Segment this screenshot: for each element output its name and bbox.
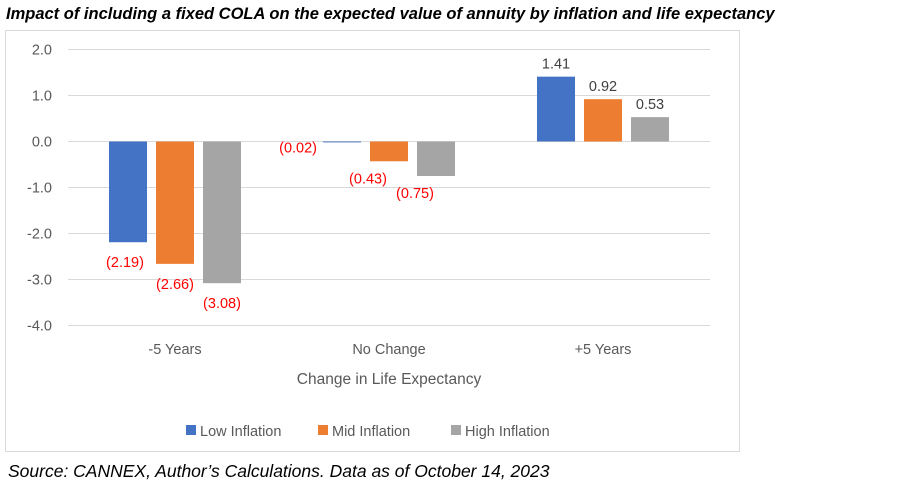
legend-swatch (186, 425, 196, 435)
x-tick-label: No Change (352, 342, 425, 358)
bar (323, 141, 361, 143)
bar (156, 141, 194, 264)
y-tick-label: -2.0 (27, 227, 52, 243)
bars (109, 76, 669, 284)
y-tick-label: 1.0 (32, 89, 52, 105)
data-label: 1.41 (542, 57, 570, 73)
bar (537, 76, 575, 142)
data-label: 0.92 (589, 79, 617, 95)
bar (370, 141, 408, 162)
legend-label: High Inflation (465, 424, 550, 440)
data-label: 0.53 (636, 97, 664, 113)
legend-swatch (451, 425, 461, 435)
data-labels: (2.19) (2.66) (3.08) (0.02) (0.43) (0.75) 1.41… (106, 57, 664, 313)
legend-label: Low Inflation (200, 424, 281, 440)
bar (203, 141, 241, 284)
y-tick-label: -1.0 (27, 181, 52, 197)
data-label: (0.75) (396, 186, 434, 202)
legend-label: Mid Inflation (332, 424, 410, 440)
data-label: (2.19) (106, 255, 144, 271)
data-label: (0.02) (279, 140, 317, 156)
x-axis-ticks: -5 Years No Change +5 Years (148, 342, 631, 358)
legend-swatch (318, 425, 328, 435)
x-axis-title: Change in Life Expectancy (297, 371, 482, 388)
source-note: Source: CANNEX, Author’s Calculations. D… (8, 461, 550, 481)
x-tick-label: -5 Years (148, 342, 201, 358)
data-label: (3.08) (203, 296, 241, 312)
data-label: (0.43) (349, 171, 387, 187)
chart-frame (5, 30, 740, 452)
bar (584, 99, 622, 142)
y-tick-label: -3.0 (27, 273, 52, 289)
bar (417, 141, 455, 176)
y-tick-label: 0.0 (32, 135, 52, 151)
x-tick-label: +5 Years (575, 342, 632, 358)
y-tick-label: -4.0 (27, 319, 52, 335)
bar (109, 141, 147, 243)
data-label: (2.66) (156, 277, 194, 293)
bar (631, 117, 669, 142)
y-tick-label: 2.0 (32, 43, 52, 59)
y-axis-ticks: 2.0 1.0 0.0 -1.0 -2.0 -3.0 -4.0 (27, 43, 52, 335)
legend: Low Inflation Mid Inflation High Inflation (186, 424, 550, 440)
chart-title: Impact of including a fixed COLA on the … (6, 5, 775, 23)
